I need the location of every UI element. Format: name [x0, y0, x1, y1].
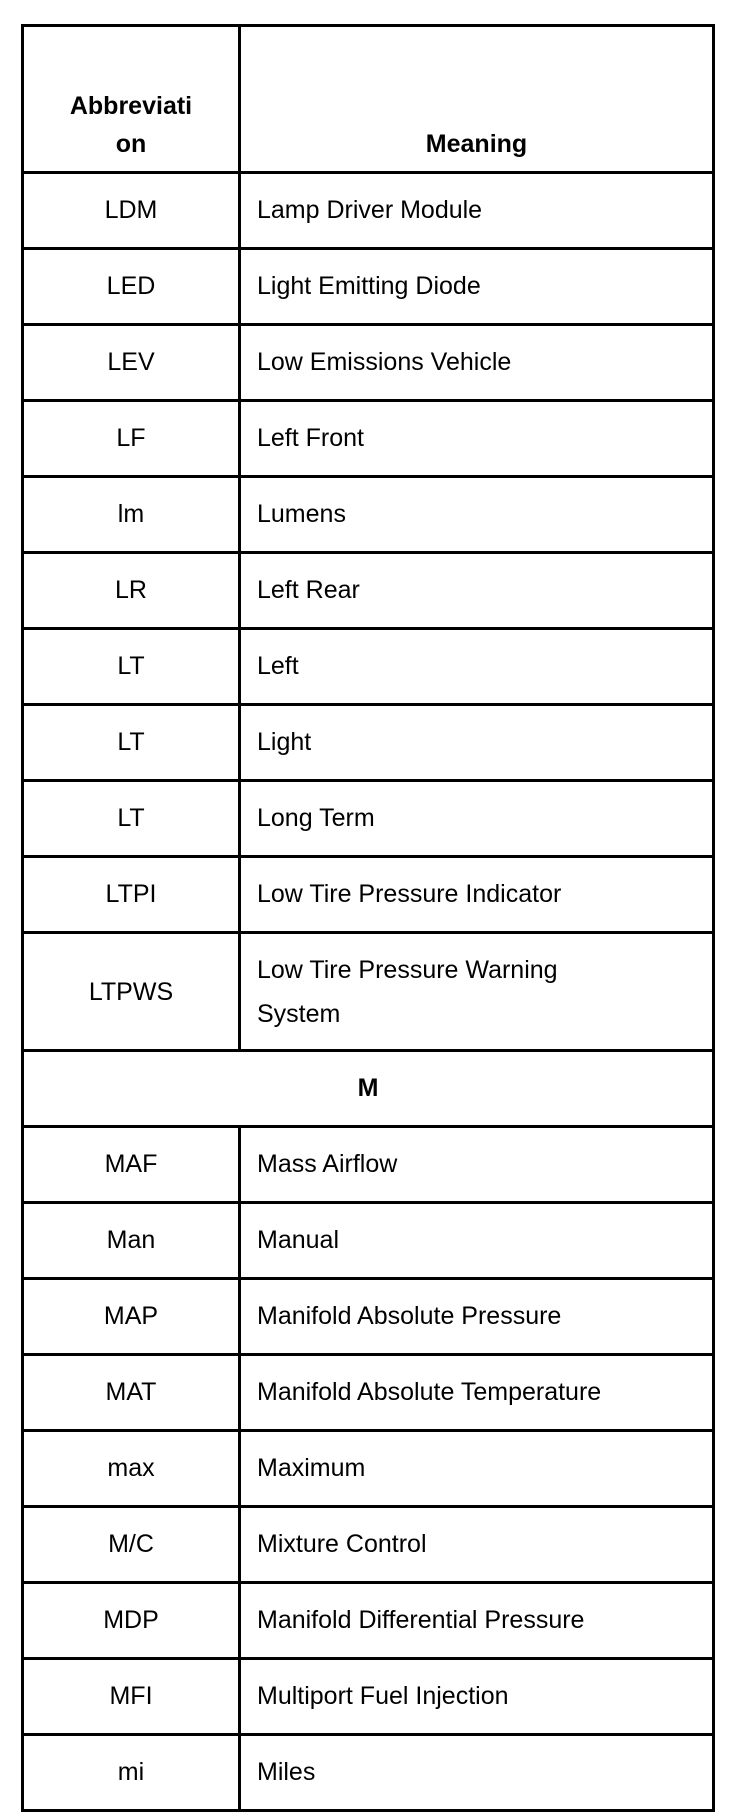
table-row: LR Left Rear — [21, 551, 715, 630]
meaning-cell: Mass Airflow — [238, 1125, 715, 1204]
abbreviation-cell: MAP — [21, 1277, 241, 1356]
abbreviation-header: Abbreviati on — [21, 24, 241, 174]
meaning-cell: Manifold Differential Pressure — [238, 1581, 715, 1660]
meaning-cell: Mixture Control — [238, 1505, 715, 1584]
table-row: MAF Mass Airflow — [21, 1125, 715, 1204]
meaning-line: System — [257, 999, 341, 1028]
abbreviation-cell: LTPWS — [21, 931, 241, 1052]
table-row: LED Light Emitting Diode — [21, 247, 715, 326]
table-row: LTPWS Low Tire Pressure Warning System — [21, 931, 715, 1052]
table-row: mi Miles — [21, 1733, 715, 1812]
abbreviations-table: Abbreviati on Meaning LDM Lamp Driver Modu… — [21, 24, 715, 1812]
table-row: LT Left — [21, 627, 715, 706]
table-row: MDP Manifold Differential Pressure — [21, 1581, 715, 1660]
abbreviation-cell: mi — [21, 1733, 241, 1812]
table-row: M/C Mixture Control — [21, 1505, 715, 1584]
abbreviation-cell: MAT — [21, 1353, 241, 1432]
meaning-cell: Light — [238, 703, 715, 782]
table-row: MFI Multiport Fuel Injection — [21, 1657, 715, 1736]
abbreviation-header-line1: Abbreviati — [69, 92, 193, 120]
meaning-cell: Left Front — [238, 399, 715, 478]
meaning-cell: Left Rear — [238, 551, 715, 630]
meaning-cell: Manual — [238, 1201, 715, 1280]
meaning-cell: Long Term — [238, 779, 715, 858]
table-row: max Maximum — [21, 1429, 715, 1508]
meaning-cell: Lumens — [238, 475, 715, 554]
meaning-cell: Left — [238, 627, 715, 706]
meaning-cell: Low Tire Pressure Indicator — [238, 855, 715, 934]
abbreviation-cell: MAF — [21, 1125, 241, 1204]
table-row: LT Light — [21, 703, 715, 782]
meaning-cell: Low Emissions Vehicle — [238, 323, 715, 402]
abbreviation-cell: MFI — [21, 1657, 241, 1736]
table-row: LT Long Term — [21, 779, 715, 858]
abbreviation-cell: LT — [21, 627, 241, 706]
abbreviation-cell: LT — [21, 703, 241, 782]
meaning-line: Low Tire Pressure Warning — [257, 955, 558, 984]
section-heading: M — [21, 1049, 715, 1128]
meaning-cell: Maximum — [238, 1429, 715, 1508]
table-row: lm Lumens — [21, 475, 715, 554]
abbreviation-cell: M/C — [21, 1505, 241, 1584]
table-row: LTPI Low Tire Pressure Indicator — [21, 855, 715, 934]
table-row: MAT Manifold Absolute Temperature — [21, 1353, 715, 1432]
meaning-cell: Miles — [238, 1733, 715, 1812]
meaning-cell: Low Tire Pressure Warning System — [238, 931, 715, 1052]
abbreviation-cell: LED — [21, 247, 241, 326]
abbreviation-header-line2: on — [115, 130, 147, 158]
table-header-row: Abbreviati on Meaning — [21, 24, 715, 174]
abbreviation-cell: LDM — [21, 171, 241, 250]
abbreviation-cell: MDP — [21, 1581, 241, 1660]
abbreviation-cell: max — [21, 1429, 241, 1508]
meaning-cell: Light Emitting Diode — [238, 247, 715, 326]
table-row: Man Manual — [21, 1201, 715, 1280]
abbreviation-cell: LTPI — [21, 855, 241, 934]
table-row: LEV Low Emissions Vehicle — [21, 323, 715, 402]
table-row: LDM Lamp Driver Module — [21, 171, 715, 250]
meaning-cell: Manifold Absolute Temperature — [238, 1353, 715, 1432]
meaning-cell: Multiport Fuel Injection — [238, 1657, 715, 1736]
abbreviation-cell: LR — [21, 551, 241, 630]
meaning-cell: Manifold Absolute Pressure — [238, 1277, 715, 1356]
section-row-m: M — [21, 1049, 715, 1128]
meaning-header: Meaning — [238, 24, 715, 174]
abbreviation-cell: LF — [21, 399, 241, 478]
table-row: MAP Manifold Absolute Pressure — [21, 1277, 715, 1356]
meaning-cell: Lamp Driver Module — [238, 171, 715, 250]
abbreviation-cell: Man — [21, 1201, 241, 1280]
abbreviation-cell: LEV — [21, 323, 241, 402]
abbreviation-cell: lm — [21, 475, 241, 554]
table-row: LF Left Front — [21, 399, 715, 478]
abbreviation-cell: LT — [21, 779, 241, 858]
